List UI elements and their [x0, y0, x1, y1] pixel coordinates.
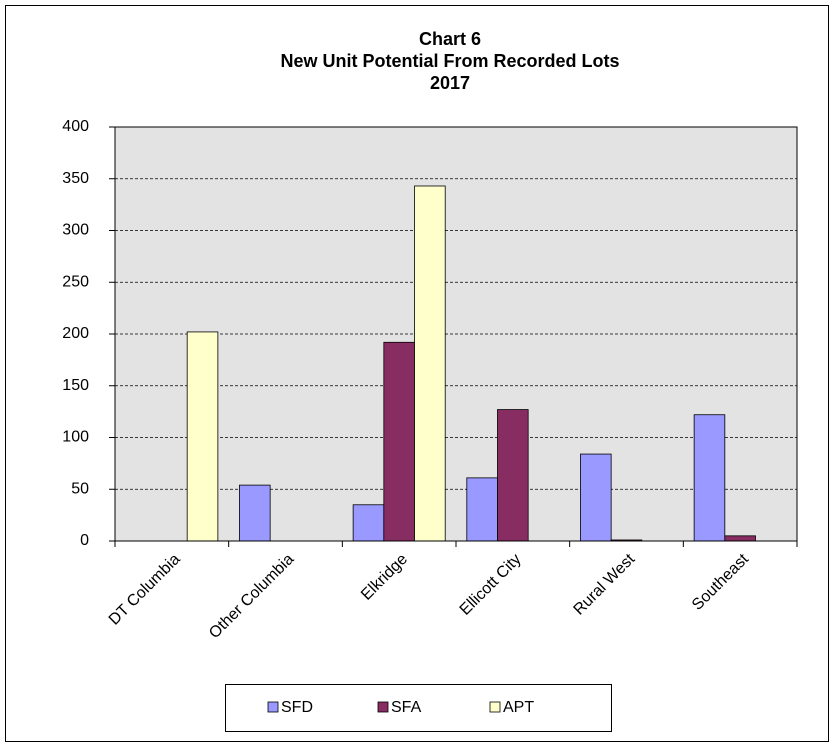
y-tick-label: 0 — [80, 532, 89, 549]
y-tick-label: 200 — [62, 325, 89, 342]
legend-label: SFD — [281, 699, 313, 716]
legend-label: SFA — [391, 699, 422, 716]
legend-swatch — [489, 701, 501, 713]
chart-title-line: Chart 6 — [419, 29, 481, 49]
y-tick-label: 250 — [62, 273, 89, 290]
y-tick-label: 50 — [71, 480, 89, 497]
bar — [580, 453, 612, 542]
bar — [239, 484, 271, 542]
bar — [383, 341, 415, 542]
y-tick-label: 300 — [62, 222, 89, 239]
chart-title-line: New Unit Potential From Recorded Lots — [280, 51, 619, 71]
legend-box — [225, 684, 612, 732]
bar — [693, 414, 726, 542]
chart-title-line: 2017 — [430, 73, 470, 93]
bar — [186, 331, 219, 542]
legend-swatch — [377, 701, 389, 713]
bar — [352, 504, 385, 542]
legend-swatch — [267, 701, 279, 713]
bar — [466, 477, 498, 542]
y-tick-label: 150 — [62, 377, 89, 394]
y-tick-label: 350 — [62, 170, 89, 187]
bar — [724, 535, 756, 542]
y-tick-label: 400 — [62, 118, 89, 135]
y-tick-label: 100 — [62, 429, 89, 446]
bar — [414, 185, 446, 542]
legend-label: APT — [503, 699, 534, 716]
bar — [497, 409, 529, 542]
